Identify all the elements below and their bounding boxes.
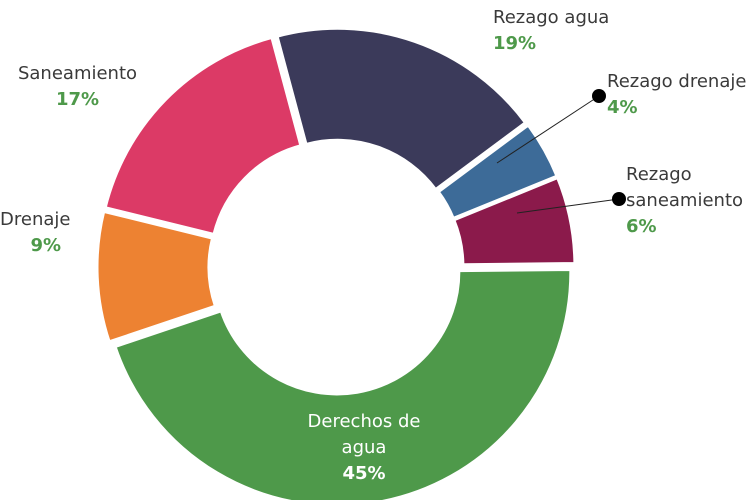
- slice-value: 9%: [30, 235, 61, 256]
- wedge: [95, 209, 218, 344]
- wedge: [113, 267, 573, 500]
- leader-dot: [592, 89, 606, 103]
- slice-label: Rezago agua 19%: [493, 5, 653, 57]
- slice-value: 19%: [493, 33, 537, 54]
- slice-label: Derechos de agua 45%: [284, 409, 444, 487]
- slice-name: Rezago agua: [493, 7, 610, 28]
- leader-line: [496, 95, 600, 164]
- wedge: [275, 26, 528, 192]
- slice-label: Rezago drenaje 4%: [607, 69, 753, 121]
- slice-name: Derechos de agua: [307, 411, 421, 458]
- slice-value: 17%: [55, 89, 100, 110]
- slice-label: Rezago saneamiento 6%: [626, 162, 751, 240]
- slice-name: Rezago drenaje: [607, 71, 747, 92]
- wedges: [95, 26, 577, 500]
- leader-dot: [612, 192, 626, 206]
- leader-line: [516, 198, 620, 214]
- slice-value: 6%: [626, 216, 657, 237]
- slice-value: 4%: [607, 97, 638, 118]
- wedge: [451, 175, 577, 267]
- slice-name: Saneamiento: [17, 63, 138, 84]
- slice-name: Rezago saneamiento: [626, 164, 744, 211]
- wedge: [103, 35, 303, 237]
- slice-value: 45%: [342, 463, 386, 484]
- slice-label: Saneamiento 17%: [0, 61, 155, 113]
- wedge: [436, 122, 559, 221]
- slice-name: Drenaje: [0, 209, 71, 230]
- slice-label: Drenaje 9%: [0, 207, 71, 259]
